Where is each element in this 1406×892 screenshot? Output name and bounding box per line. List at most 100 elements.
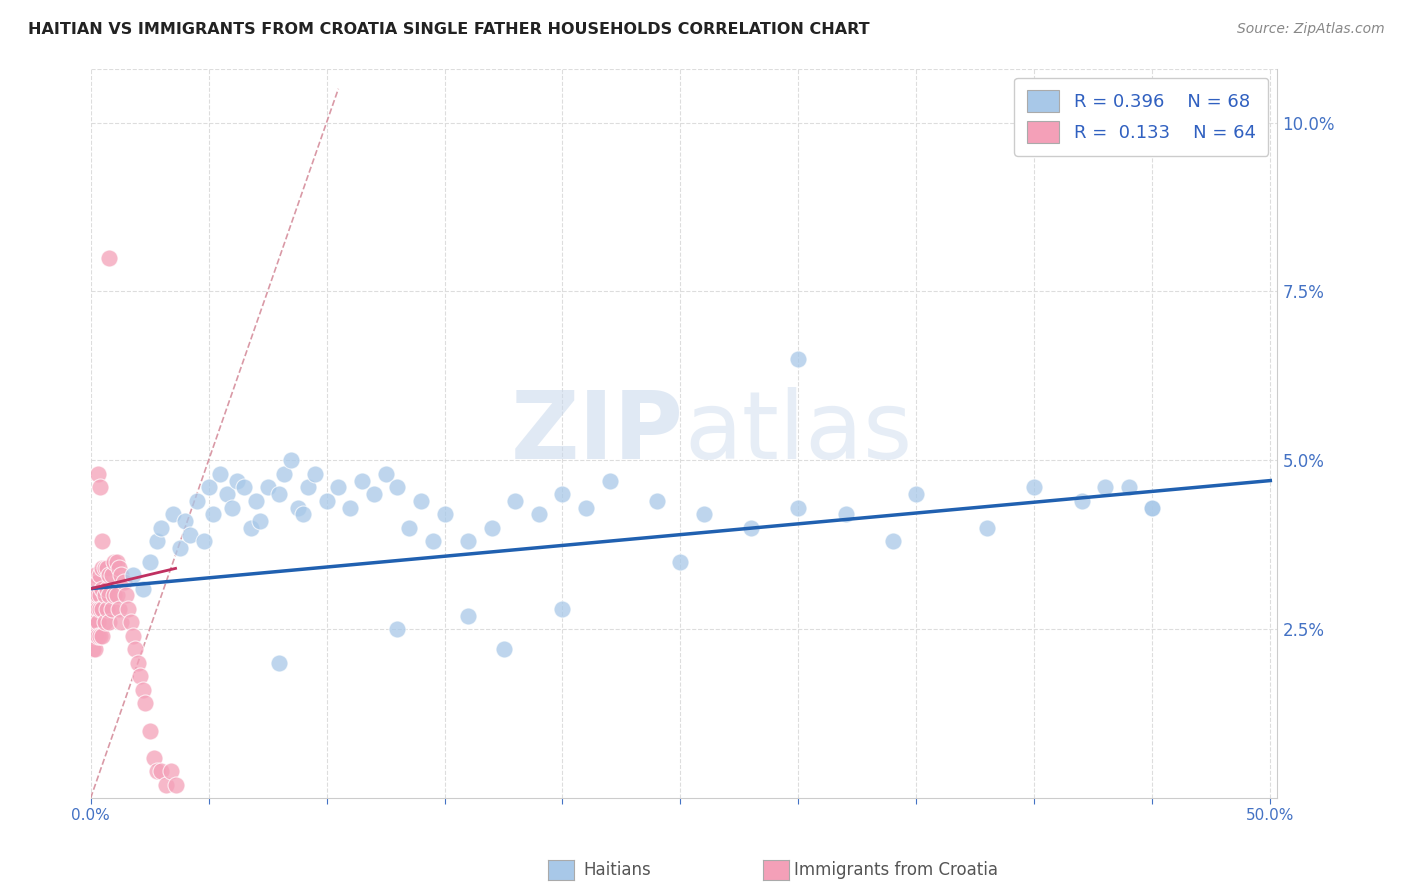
Point <box>145 764 167 778</box>
Point <box>350 474 373 488</box>
Point <box>127 656 149 670</box>
Point <box>787 500 810 515</box>
Point <box>86 602 108 616</box>
Point <box>82 642 104 657</box>
Point <box>110 615 132 630</box>
Point <box>94 589 117 603</box>
Point <box>101 568 124 582</box>
Point <box>481 521 503 535</box>
Point <box>225 474 247 488</box>
Point <box>101 602 124 616</box>
Point <box>131 582 153 596</box>
Point <box>96 582 118 596</box>
Point <box>122 629 145 643</box>
Point <box>162 508 184 522</box>
Point <box>86 629 108 643</box>
Point <box>169 541 191 555</box>
Point <box>297 480 319 494</box>
Point <box>150 521 173 535</box>
Point <box>1142 500 1164 515</box>
Text: atlas: atlas <box>683 387 912 479</box>
Point <box>1142 500 1164 515</box>
Point <box>82 629 104 643</box>
Point <box>1024 480 1046 494</box>
Point <box>91 534 114 549</box>
Point <box>84 602 107 616</box>
Point <box>105 589 128 603</box>
Point <box>145 534 167 549</box>
Point <box>273 467 295 481</box>
Point <box>120 615 142 630</box>
Point <box>457 534 479 549</box>
Point <box>112 574 135 589</box>
Point <box>150 764 173 778</box>
Point <box>82 602 104 616</box>
Point <box>339 500 361 515</box>
Point <box>129 669 152 683</box>
Point <box>89 629 111 643</box>
Point <box>882 534 904 549</box>
Point <box>115 589 138 603</box>
Point <box>363 487 385 501</box>
Point <box>91 561 114 575</box>
Point <box>98 251 121 265</box>
Point <box>387 622 409 636</box>
Point <box>976 521 998 535</box>
Text: ZIP: ZIP <box>512 387 683 479</box>
Point <box>84 642 107 657</box>
Point <box>209 467 232 481</box>
Point <box>492 642 515 657</box>
Point <box>108 602 131 616</box>
Point <box>457 608 479 623</box>
Point <box>256 480 278 494</box>
Point <box>186 493 208 508</box>
Point <box>179 527 201 541</box>
Point <box>84 629 107 643</box>
Point <box>124 642 146 657</box>
Point <box>269 656 291 670</box>
Point <box>86 615 108 630</box>
Point <box>86 467 108 481</box>
Point <box>505 493 527 508</box>
Point <box>105 555 128 569</box>
Point <box>110 568 132 582</box>
Point <box>202 508 225 522</box>
Point <box>143 750 166 764</box>
Point <box>433 508 456 522</box>
Point <box>98 615 121 630</box>
Point <box>96 602 118 616</box>
Point <box>117 602 139 616</box>
Point <box>89 568 111 582</box>
Point <box>599 474 621 488</box>
Legend: R = 0.396    N = 68, R =  0.133    N = 64: R = 0.396 N = 68, R = 0.133 N = 64 <box>1014 78 1268 156</box>
Point <box>834 508 856 522</box>
Point <box>233 480 256 494</box>
Point <box>84 589 107 603</box>
Point <box>315 493 337 508</box>
Point <box>86 574 108 589</box>
Point <box>304 467 326 481</box>
Point <box>84 615 107 630</box>
Point <box>1070 493 1092 508</box>
Point <box>374 467 396 481</box>
Point <box>551 487 574 501</box>
Point <box>905 487 928 501</box>
Text: HAITIAN VS IMMIGRANTS FROM CROATIA SINGLE FATHER HOUSEHOLDS CORRELATION CHART: HAITIAN VS IMMIGRANTS FROM CROATIA SINGL… <box>28 22 870 37</box>
Point <box>269 487 291 501</box>
Point <box>245 493 267 508</box>
Point <box>280 453 302 467</box>
Point <box>193 534 215 549</box>
Point <box>398 521 420 535</box>
Point <box>98 589 121 603</box>
Point <box>551 602 574 616</box>
Point <box>1118 480 1140 494</box>
Point <box>94 561 117 575</box>
Point <box>740 521 762 535</box>
Point <box>91 582 114 596</box>
Text: Immigrants from Croatia: Immigrants from Croatia <box>794 861 998 879</box>
Point <box>103 589 125 603</box>
Point <box>131 683 153 698</box>
Point <box>91 629 114 643</box>
Point <box>249 514 271 528</box>
Point <box>287 500 309 515</box>
